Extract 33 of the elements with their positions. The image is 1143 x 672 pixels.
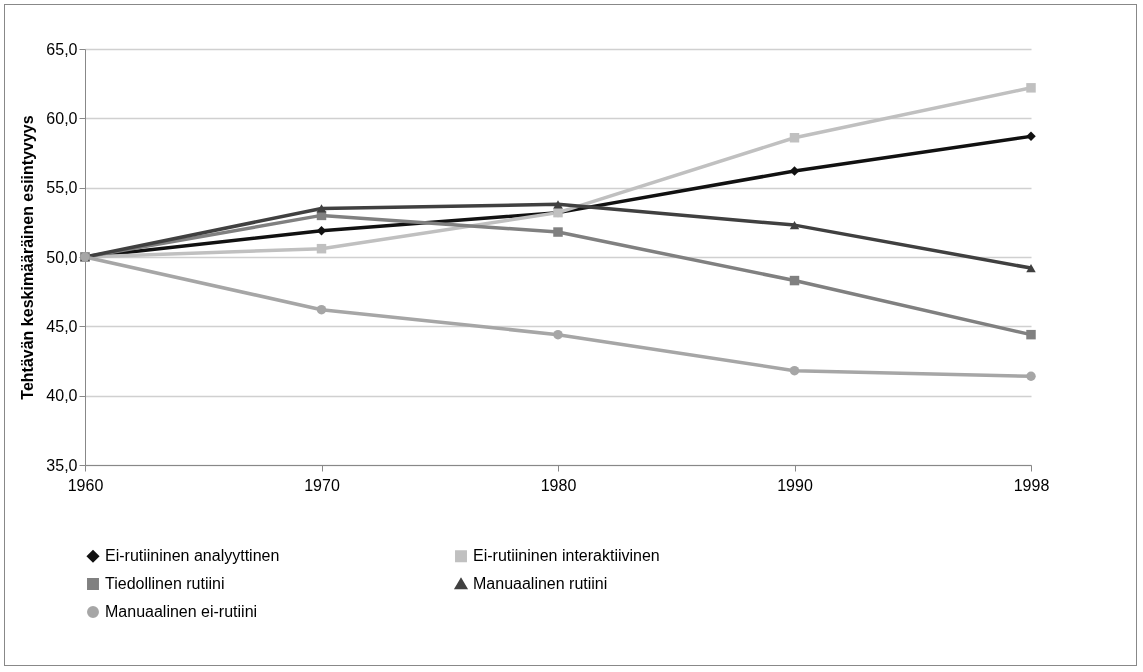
legend-label: Ei-rutiininen interaktiivinen [473, 547, 660, 565]
point [316, 304, 327, 315]
point [1026, 83, 1036, 93]
x-tick-label: 1990 [777, 476, 813, 494]
point [1026, 371, 1036, 381]
y-tick-label: 60,0 [46, 109, 78, 127]
point [316, 243, 327, 254]
point [1026, 329, 1036, 340]
legend-label: Tiedollinen rutiini [105, 575, 225, 592]
x-tick-label: 1998 [1013, 476, 1050, 494]
point [789, 166, 800, 176]
point [789, 275, 800, 286]
x-tick-label: 1980 [540, 476, 577, 494]
point [789, 133, 800, 143]
x-tick-label: 1960 [67, 476, 104, 494]
y-tick-label: 45,0 [46, 317, 78, 335]
y-axis-title: Tehtävän keskimääräinen esiintyvyys [19, 115, 37, 400]
point [1026, 131, 1036, 142]
point [1026, 263, 1036, 273]
y-tick-label: 35,0 [46, 456, 78, 474]
legend-label: Manuaalinen rutiini [473, 575, 608, 592]
y-tick-label: 40,0 [46, 387, 78, 405]
legend-label: Ei-rutiininen analyyttinen [105, 547, 280, 565]
point [553, 329, 563, 340]
point [553, 227, 563, 237]
point [789, 221, 800, 230]
y-tick-label: 50,0 [46, 248, 78, 266]
point [789, 365, 800, 376]
point [316, 204, 327, 213]
legend-label: Manuaalinen ei-rutiini [105, 603, 258, 620]
x-tick-label: 1970 [304, 476, 340, 494]
y-tick-label: 65,0 [46, 40, 78, 58]
y-tick-label: 55,0 [46, 179, 78, 197]
